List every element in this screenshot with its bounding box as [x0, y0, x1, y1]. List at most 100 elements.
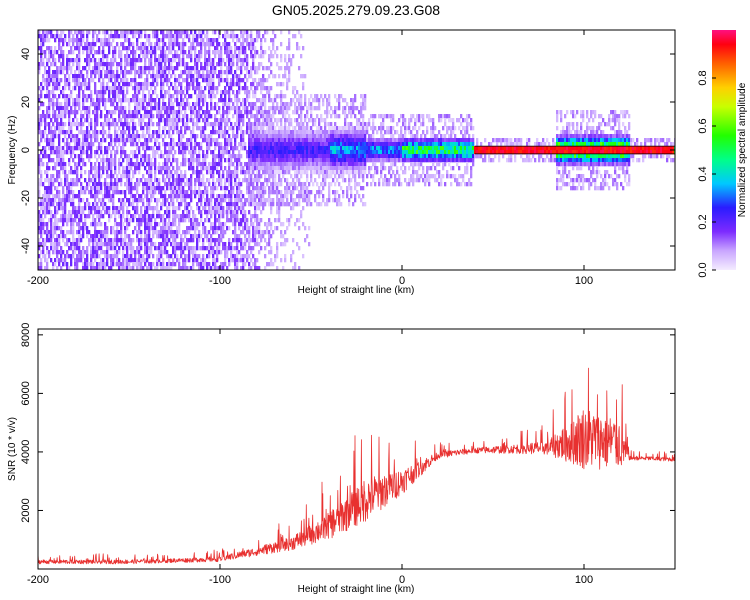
- spectrogram-cell: [198, 262, 201, 267]
- spectrogram-cell: [62, 114, 65, 119]
- spectrogram-cell: [74, 178, 77, 183]
- spectrogram-cell: [72, 202, 75, 207]
- spectrogram-cell: [126, 62, 129, 67]
- spectrogram-cell: [70, 190, 73, 195]
- spectrogram-cell: [84, 134, 87, 139]
- spectrogram-cell: [110, 62, 113, 67]
- spectrogram-cell: [52, 174, 55, 179]
- spectrogram-cell: [44, 50, 47, 55]
- spectrogram-cell: [60, 250, 63, 255]
- spectrogram-cell: [224, 246, 227, 251]
- spectrogram-cell: [178, 78, 181, 83]
- spectrogram-cell: [88, 154, 91, 159]
- spectrogram-cell: [120, 134, 123, 139]
- spectrogram-cell: [38, 46, 41, 51]
- spectrogram-cell: [162, 130, 165, 135]
- spectrogram-cell: [260, 54, 263, 59]
- spectrogram-cell: [262, 142, 265, 147]
- spectrogram-cell: [262, 194, 265, 199]
- spectrogram-cell: [252, 234, 255, 239]
- spectrogram-cell: [56, 190, 59, 195]
- spectrogram-cell: [252, 158, 255, 163]
- spectrogram-cell: [44, 154, 47, 159]
- spectrogram-cell: [232, 130, 235, 135]
- spectrogram-cell: [128, 42, 131, 47]
- spectrogram-cell: [204, 50, 207, 55]
- spectrogram-cell: [246, 66, 249, 71]
- spectrogram-cell: [232, 238, 235, 243]
- spectrogram-cell: [72, 226, 75, 231]
- spectrogram-cell: [128, 138, 131, 143]
- spectrogram-cell: [78, 102, 81, 107]
- spectrogram-cell: [272, 186, 275, 191]
- spectrogram-cell: [166, 206, 169, 211]
- spectrogram-cell: [44, 194, 47, 199]
- spectrogram-cell: [206, 186, 209, 191]
- spectrogram-cell: [162, 94, 165, 99]
- spectrogram-cell: [172, 38, 175, 43]
- spectrogram-cell: [50, 226, 53, 231]
- spectrogram-cell: [124, 166, 127, 171]
- spectrogram-cell: [264, 38, 267, 43]
- spectrogram-cell: [102, 54, 105, 59]
- spectrogram-cell: [162, 226, 165, 231]
- spectrogram-cell: [214, 230, 217, 235]
- spectrogram-cell: [178, 246, 181, 251]
- spectrogram-cell: [174, 126, 177, 131]
- spectrogram-cell: [184, 182, 187, 187]
- spectrogram-cell: [164, 238, 167, 243]
- spectrogram-cell: [254, 142, 257, 147]
- spectrogram-cell: [172, 110, 175, 115]
- spectrogram-cell: [202, 266, 205, 270]
- spectrogram-cell: [76, 222, 79, 227]
- spectrogram-cell: [156, 150, 159, 155]
- spectrogram-cell: [58, 218, 61, 223]
- spectrogram-cell: [280, 158, 283, 163]
- spectrogram-cell: [86, 98, 89, 103]
- spectrogram-cell: [164, 150, 167, 155]
- spectrogram-cell: [256, 142, 259, 147]
- spectrogram-cell: [268, 94, 271, 99]
- spectrogram-cell: [156, 210, 159, 215]
- spectrogram-cell: [162, 262, 165, 267]
- spectrogram-cell: [94, 118, 97, 123]
- spectrogram-cell: [212, 50, 215, 55]
- spectrogram-cell: [144, 146, 147, 151]
- spectrogram-cell: [192, 162, 195, 167]
- spectrogram-cell: [128, 30, 131, 35]
- spectrogram-cell: [216, 46, 219, 51]
- spectrogram-cell: [226, 74, 229, 79]
- spectrogram-cell: [182, 38, 185, 43]
- spectrogram-cell: [218, 110, 221, 115]
- spectrogram-cell: [200, 134, 203, 139]
- spectrogram-cell: [96, 230, 99, 235]
- spectrogram-cell: [210, 90, 213, 95]
- spectrogram-cell: [88, 122, 91, 127]
- spectrogram-cell: [220, 210, 223, 215]
- spectrogram-cell: [254, 158, 257, 163]
- spectrogram-cell: [212, 238, 215, 243]
- spectrogram-cell: [174, 50, 177, 55]
- spectrogram-cell: [124, 154, 127, 159]
- spectrogram-cell: [222, 226, 225, 231]
- spectrogram-cell: [164, 194, 167, 199]
- spectrogram-cell: [86, 182, 89, 187]
- spectrogram-cell: [236, 186, 239, 191]
- spectrogram-cell: [64, 210, 67, 215]
- spectrogram-cell: [114, 50, 117, 55]
- spectrogram-cell: [164, 146, 167, 151]
- spectrogram-cell: [68, 78, 71, 83]
- spectrogram-cell: [160, 230, 163, 235]
- spectrogram-cell: [212, 226, 215, 231]
- spectrogram-cell: [224, 86, 227, 91]
- spectrogram-cell: [238, 86, 241, 91]
- spectrogram-cell: [86, 118, 89, 123]
- spectrogram-cell: [100, 166, 103, 171]
- spectrogram-cell: [56, 234, 59, 239]
- spectrogram-cell: [114, 242, 117, 247]
- spectrogram-cell: [256, 66, 259, 71]
- spectrogram-cell: [152, 206, 155, 211]
- spectrogram-cell: [224, 138, 227, 143]
- spectrogram-cell: [82, 102, 85, 107]
- spectrogram-cell: [62, 262, 65, 267]
